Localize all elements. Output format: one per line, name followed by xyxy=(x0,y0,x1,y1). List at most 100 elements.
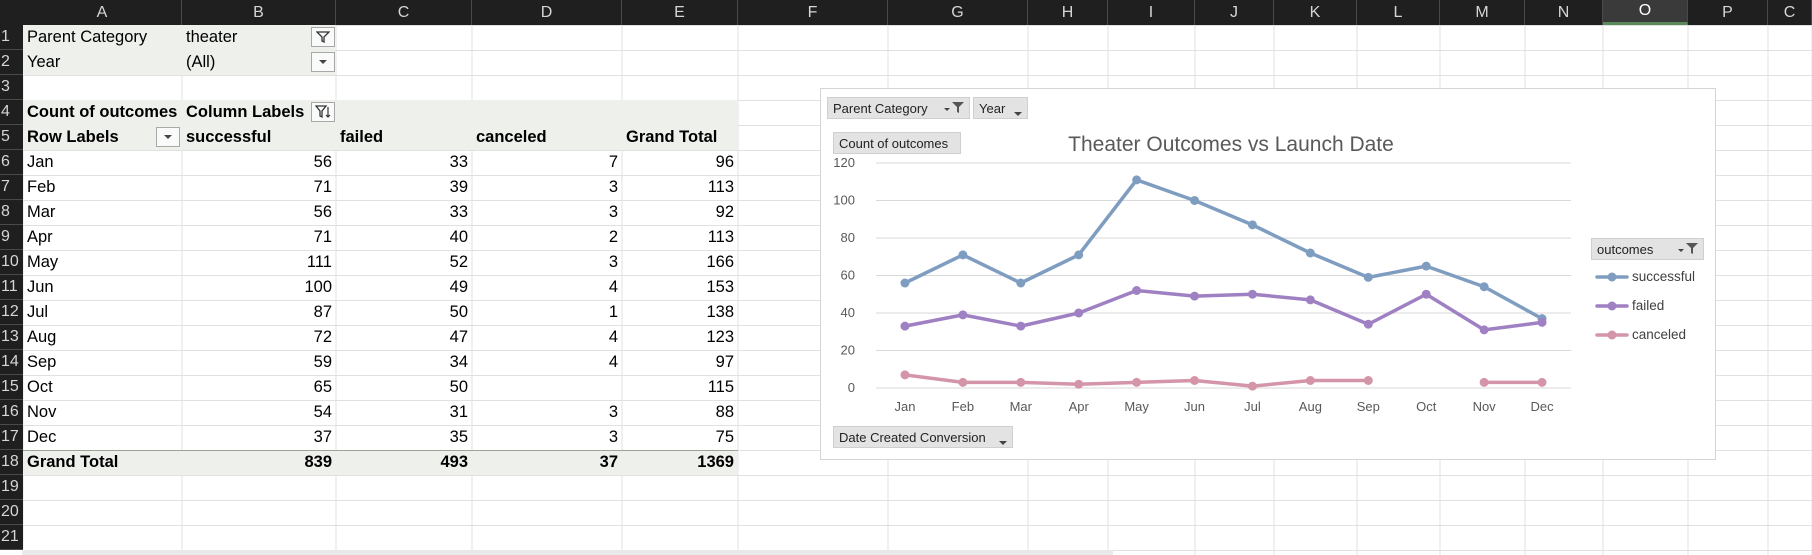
value-canceled[interactable]: 4 xyxy=(608,353,618,371)
value-failed[interactable]: 35 xyxy=(449,428,468,446)
value-failed[interactable]: 33 xyxy=(449,203,468,221)
grand-total-canceled[interactable]: 37 xyxy=(599,453,618,471)
value-canceled[interactable]: 4 xyxy=(608,328,618,346)
value-failed[interactable]: 33 xyxy=(449,153,468,171)
values-label[interactable]: Count of outcomes xyxy=(27,103,178,121)
row-label[interactable]: Sep xyxy=(27,353,57,371)
column-header[interactable]: F xyxy=(738,0,888,25)
value-canceled[interactable]: 3 xyxy=(608,428,618,446)
value-canceled[interactable]: 7 xyxy=(608,153,618,171)
row-header[interactable]: 3 xyxy=(0,75,23,100)
chart-axis-field-button[interactable]: Date Created Conversion xyxy=(833,426,1013,448)
row-label[interactable]: Jan xyxy=(27,153,54,171)
filter-label[interactable]: Year xyxy=(27,53,61,71)
value-canceled[interactable]: 2 xyxy=(608,228,618,246)
select-all-corner[interactable] xyxy=(0,0,23,25)
value-failed[interactable]: 50 xyxy=(449,378,468,396)
value-successful[interactable]: 37 xyxy=(313,428,332,446)
grand-total-failed[interactable]: 493 xyxy=(440,453,468,471)
value-total[interactable]: 96 xyxy=(715,153,734,171)
row-header[interactable]: 18 xyxy=(0,450,23,475)
value-total[interactable]: 113 xyxy=(707,228,734,246)
value-successful[interactable]: 87 xyxy=(313,303,332,321)
row-header[interactable]: 1 xyxy=(0,25,23,50)
column-header[interactable]: J xyxy=(1195,0,1274,25)
row-label[interactable]: Mar xyxy=(27,203,56,221)
value-failed[interactable]: 31 xyxy=(449,403,468,421)
value-failed[interactable]: 49 xyxy=(449,278,468,296)
value-total[interactable]: 113 xyxy=(707,178,734,196)
value-successful[interactable]: 59 xyxy=(313,353,332,371)
legend-item-successful[interactable]: successful xyxy=(1595,269,1695,284)
value-total[interactable]: 88 xyxy=(715,403,734,421)
value-total[interactable]: 115 xyxy=(707,378,734,396)
row-header[interactable]: 19 xyxy=(0,475,23,500)
value-successful[interactable]: 65 xyxy=(313,378,332,396)
value-canceled[interactable]: 3 xyxy=(608,253,618,271)
value-total[interactable]: 138 xyxy=(706,303,734,321)
chart-legend-field-button[interactable]: outcomes xyxy=(1591,238,1704,260)
value-failed[interactable]: 47 xyxy=(449,328,468,346)
value-successful[interactable]: 71 xyxy=(313,228,332,246)
row-labels-filter-button[interactable] xyxy=(156,127,180,147)
column-header[interactable]: C xyxy=(336,0,472,25)
column-header[interactable]: L xyxy=(1357,0,1440,25)
filter-value[interactable]: (All) xyxy=(186,53,216,71)
value-canceled[interactable]: 3 xyxy=(608,403,618,421)
row-header[interactable]: 11 xyxy=(0,275,23,300)
row-label[interactable]: Aug xyxy=(27,328,57,346)
parent-category-filter-button[interactable] xyxy=(311,27,335,47)
row-header[interactable]: 8 xyxy=(0,200,23,225)
column-header-canceled[interactable]: canceled xyxy=(476,128,547,146)
value-successful[interactable]: 100 xyxy=(304,278,332,296)
legend-item-canceled[interactable]: canceled xyxy=(1595,327,1686,342)
row-header[interactable]: 15 xyxy=(0,375,23,400)
grand-total-label[interactable]: Grand Total xyxy=(27,453,119,471)
row-header[interactable]: 17 xyxy=(0,425,23,450)
row-header[interactable]: 10 xyxy=(0,250,23,275)
row-header[interactable]: 4 xyxy=(0,100,23,125)
row-label[interactable]: Apr xyxy=(27,228,53,246)
horizontal-scrollbar[interactable] xyxy=(23,550,1113,555)
row-header[interactable]: 7 xyxy=(0,175,23,200)
value-successful[interactable]: 56 xyxy=(313,153,332,171)
column-header[interactable]: B xyxy=(182,0,336,25)
column-header[interactable]: E xyxy=(622,0,738,25)
value-successful[interactable]: 71 xyxy=(313,178,332,196)
row-header[interactable]: 20 xyxy=(0,500,23,525)
value-successful[interactable]: 111 xyxy=(306,253,332,271)
value-total[interactable]: 75 xyxy=(715,428,734,446)
row-label[interactable]: Feb xyxy=(27,178,56,196)
column-header[interactable]: A xyxy=(23,0,182,25)
value-total[interactable]: 97 xyxy=(715,353,734,371)
column-header[interactable]: N xyxy=(1525,0,1603,25)
value-canceled[interactable]: 4 xyxy=(608,278,618,296)
grand-total-value[interactable]: 1369 xyxy=(697,453,734,471)
row-label[interactable]: May xyxy=(27,253,59,271)
column-header[interactable]: M xyxy=(1440,0,1525,25)
value-failed[interactable]: 34 xyxy=(449,353,468,371)
row-header[interactable]: 9 xyxy=(0,225,23,250)
pivot-chart[interactable]: Parent Category Year Count of outcomes T… xyxy=(820,88,1716,460)
row-header[interactable]: 6 xyxy=(0,150,23,175)
value-total[interactable]: 166 xyxy=(706,253,734,271)
column-header[interactable]: H xyxy=(1028,0,1108,25)
row-label[interactable]: Nov xyxy=(27,403,57,421)
row-header[interactable]: 2 xyxy=(0,50,23,75)
value-total[interactable]: 92 xyxy=(715,203,734,221)
year-filter-button[interactable] xyxy=(311,52,335,72)
value-successful[interactable]: 54 xyxy=(313,403,332,421)
row-labels-header[interactable]: Row Labels xyxy=(27,128,119,146)
value-failed[interactable]: 50 xyxy=(449,303,468,321)
chart-year-button[interactable]: Year xyxy=(973,97,1028,119)
filter-label[interactable]: Parent Category xyxy=(27,28,148,46)
value-canceled[interactable] xyxy=(472,375,622,400)
column-header[interactable]: D xyxy=(472,0,622,25)
column-header[interactable]: P xyxy=(1688,0,1768,25)
column-header[interactable]: G xyxy=(888,0,1028,25)
column-header[interactable]: I xyxy=(1108,0,1195,25)
value-canceled[interactable]: 3 xyxy=(608,203,618,221)
row-label[interactable]: Oct xyxy=(27,378,53,396)
row-header[interactable]: 16 xyxy=(0,400,23,425)
column-header-successful[interactable]: successful xyxy=(186,128,272,146)
